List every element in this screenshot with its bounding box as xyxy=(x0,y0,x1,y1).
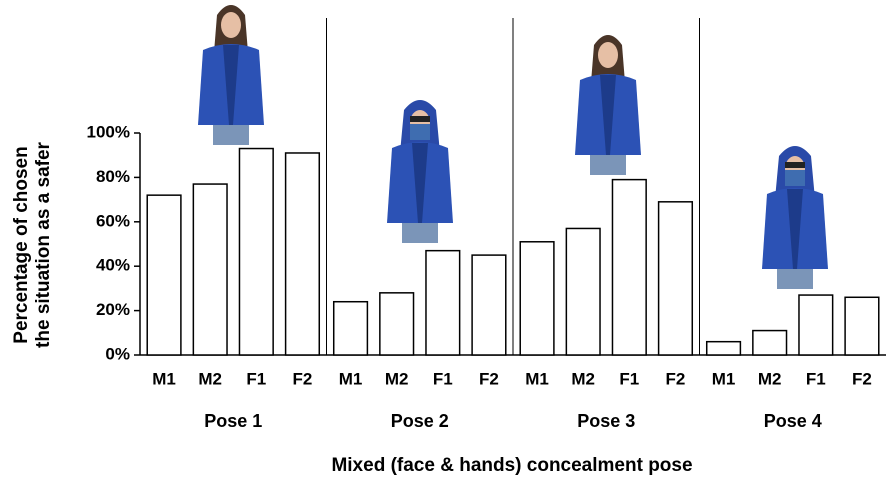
x-tick-label: F1 xyxy=(246,369,266,388)
bar xyxy=(146,194,182,356)
y-axis-title-line: the situation as a safer xyxy=(33,141,54,348)
y-axis-title: Percentage of chosen the situation as a … xyxy=(11,141,54,348)
x-tick-label: M2 xyxy=(571,369,595,388)
x-tick-label: F2 xyxy=(666,369,686,388)
x-tick-label: F2 xyxy=(852,369,872,388)
bar xyxy=(657,201,694,356)
bar xyxy=(798,294,834,356)
x-tick-label: F1 xyxy=(433,369,453,388)
y-tick-label: 40% xyxy=(96,256,130,275)
bar xyxy=(425,249,461,356)
x-tick-label: M2 xyxy=(758,369,782,388)
pose-image xyxy=(198,5,264,145)
x-tick-label: F1 xyxy=(806,369,826,388)
bar xyxy=(332,300,369,356)
x-tick-label: M2 xyxy=(198,369,222,388)
group-label: Pose 4 xyxy=(764,411,822,431)
pose-image xyxy=(575,35,641,175)
bar xyxy=(284,152,321,356)
y-tick-label: 0% xyxy=(105,344,130,363)
bar xyxy=(192,183,228,356)
y-tick-label: 60% xyxy=(96,211,130,230)
x-tick-label: M1 xyxy=(339,369,363,388)
x-tick-label: F2 xyxy=(479,369,499,388)
y-tick-label: 100% xyxy=(87,122,130,141)
bar xyxy=(379,292,415,356)
bar xyxy=(519,241,555,356)
x-tick-label: M1 xyxy=(525,369,549,388)
bar xyxy=(471,254,507,356)
bar xyxy=(611,178,647,356)
bar xyxy=(705,340,742,356)
x-tick-label: F1 xyxy=(619,369,639,388)
pose-image xyxy=(762,146,828,289)
pose-image xyxy=(387,100,453,243)
y-tick-label: 80% xyxy=(96,167,130,186)
x-tick-label: M2 xyxy=(385,369,409,388)
y-axis-title-line: Percentage of chosen xyxy=(11,146,32,343)
x-tick-label: F2 xyxy=(293,369,313,388)
group-label: Pose 3 xyxy=(577,411,635,431)
bar xyxy=(238,147,274,356)
bar xyxy=(752,329,788,356)
bar xyxy=(844,296,880,356)
group-label: Pose 2 xyxy=(391,411,449,431)
y-tick-label: 20% xyxy=(96,300,130,319)
x-tick-label: M1 xyxy=(152,369,176,388)
bar xyxy=(565,227,601,356)
x-axis-title: Mixed (face & hands) concealment pose xyxy=(331,455,692,476)
x-tick-label: M1 xyxy=(712,369,736,388)
group-label: Pose 1 xyxy=(204,411,262,431)
